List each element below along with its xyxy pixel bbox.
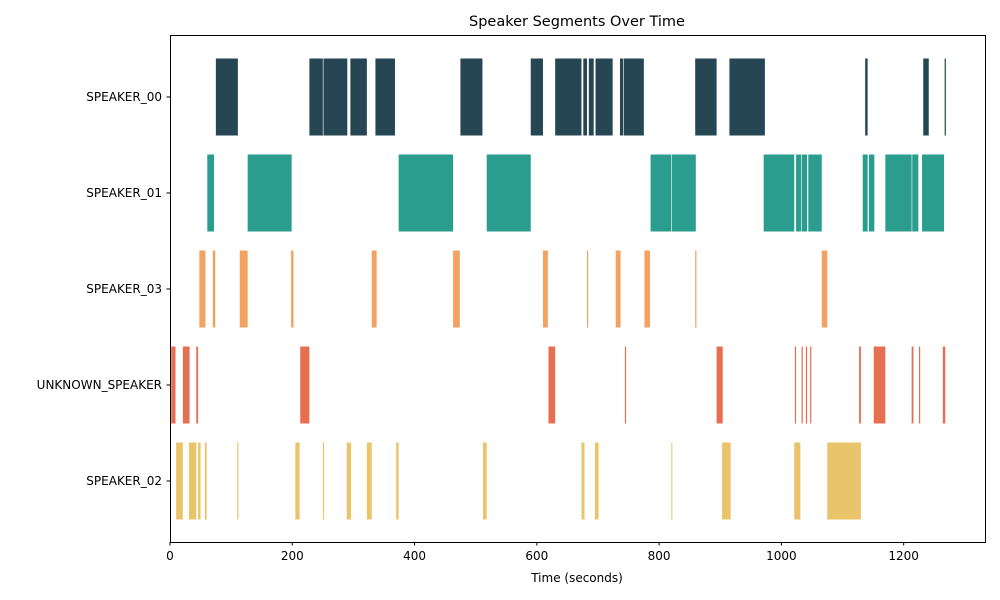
segment-speaker-00-16 [923, 58, 929, 136]
segment-speaker-01-11 [868, 154, 875, 232]
segment-speaker-02-7 [346, 442, 351, 520]
segment-speaker-00-12 [623, 58, 644, 136]
segment-speaker-03-2 [239, 250, 248, 328]
segment-unknown-speaker-1 [182, 346, 190, 424]
segment-unknown-speaker-0 [171, 346, 176, 424]
x-tick-label-200: 200 [281, 549, 304, 563]
y-tick-label-speaker-00: SPEAKER_00 [86, 90, 162, 104]
segment-speaker-03-8 [615, 250, 621, 328]
segments-layer [171, 58, 946, 520]
segment-speaker-03-10 [695, 250, 697, 328]
segment-speaker-01-6 [763, 154, 795, 232]
segment-unknown-speaker-8 [801, 346, 803, 424]
segment-speaker-00-11 [619, 58, 624, 136]
segment-speaker-02-8 [366, 442, 372, 520]
segment-speaker-00-10 [595, 58, 613, 136]
segment-speaker-00-14 [729, 58, 765, 136]
segment-unknown-speaker-5 [624, 346, 627, 424]
x-axis-label: Time (seconds) [530, 571, 623, 585]
segment-speaker-02-16 [827, 442, 861, 520]
segment-speaker-00-0 [215, 58, 238, 136]
segment-speaker-03-6 [542, 250, 548, 328]
segment-speaker-00-8 [583, 58, 587, 136]
segment-speaker-00-5 [460, 58, 483, 136]
plot-frame [170, 35, 986, 543]
x-axis-ticks: 0 200 400 600 800 1000 1200 [166, 542, 919, 563]
x-tick-label-600: 600 [525, 549, 548, 563]
segment-speaker-00-9 [588, 58, 594, 136]
segment-speaker-02-6 [322, 442, 325, 520]
segment-unknown-speaker-3 [300, 346, 310, 424]
y-tick-label-speaker-02: SPEAKER_02 [86, 474, 162, 488]
x-tick-label-400: 400 [403, 549, 426, 563]
segment-speaker-01-4 [650, 154, 672, 232]
segment-speaker-00-1 [309, 58, 323, 136]
segment-unknown-speaker-12 [873, 346, 886, 424]
segment-speaker-00-2 [323, 58, 348, 136]
segment-speaker-01-7 [796, 154, 801, 232]
segment-speaker-03-0 [199, 250, 206, 328]
segment-speaker-02-3 [204, 442, 207, 520]
segment-speaker-03-7 [586, 250, 589, 328]
segment-speaker-02-1 [188, 442, 197, 520]
x-tick-label-800: 800 [648, 549, 671, 563]
segment-speaker-00-13 [695, 58, 717, 136]
segment-speaker-02-11 [581, 442, 585, 520]
y-tick-label-speaker-03: SPEAKER_03 [86, 282, 162, 296]
segment-speaker-02-14 [722, 442, 731, 520]
segment-speaker-02-13 [671, 442, 673, 520]
segment-speaker-03-4 [371, 250, 377, 328]
segment-unknown-speaker-14 [918, 346, 921, 424]
segment-unknown-speaker-4 [548, 346, 556, 424]
segment-speaker-03-1 [212, 250, 216, 328]
x-tick-label-1000: 1000 [766, 549, 797, 563]
segment-speaker-01-10 [862, 154, 868, 232]
segment-speaker-03-3 [291, 250, 294, 328]
segment-unknown-speaker-7 [794, 346, 797, 424]
segment-speaker-01-13 [912, 154, 919, 232]
segment-speaker-03-9 [644, 250, 650, 328]
segment-speaker-00-4 [375, 58, 395, 136]
segment-speaker-02-15 [794, 442, 801, 520]
x-tick-label-1200: 1200 [888, 549, 919, 563]
segment-speaker-01-14 [922, 154, 945, 232]
segment-speaker-02-4 [237, 442, 239, 520]
y-tick-label-unknown-speaker: UNKNOWN_SPEAKER [37, 378, 162, 392]
segment-speaker-01-8 [801, 154, 808, 232]
segment-speaker-02-2 [198, 442, 201, 520]
segment-unknown-speaker-2 [196, 346, 199, 424]
segment-speaker-01-0 [207, 154, 215, 232]
segment-unknown-speaker-15 [942, 346, 946, 424]
segment-speaker-00-15 [865, 58, 868, 136]
segment-speaker-01-3 [486, 154, 531, 232]
segment-unknown-speaker-11 [859, 346, 861, 424]
segment-speaker-02-9 [396, 442, 399, 520]
segment-speaker-01-1 [247, 154, 292, 232]
segment-unknown-speaker-6 [716, 346, 723, 424]
y-tick-label-speaker-01: SPEAKER_01 [86, 186, 162, 200]
segment-speaker-01-12 [885, 154, 912, 232]
y-axis-ticks: SPEAKER_00 SPEAKER_01 SPEAKER_03 UNKNOWN_SP… [37, 90, 170, 488]
segment-unknown-speaker-13 [911, 346, 914, 424]
segment-speaker-00-7 [555, 58, 582, 136]
segment-speaker-01-9 [808, 154, 822, 232]
x-tick-label-0: 0 [166, 549, 174, 563]
chart-title: Speaker Segments Over Time [469, 14, 685, 30]
segment-speaker-03-5 [453, 250, 460, 328]
segment-speaker-00-3 [350, 58, 367, 136]
segment-speaker-00-6 [530, 58, 543, 136]
segment-speaker-02-5 [295, 442, 300, 520]
segment-speaker-02-10 [483, 442, 487, 520]
segment-unknown-speaker-10 [810, 346, 812, 424]
segment-speaker-00-17 [944, 58, 946, 136]
segment-speaker-02-12 [594, 442, 599, 520]
segment-speaker-01-5 [671, 154, 696, 232]
segment-speaker-02-0 [176, 442, 183, 520]
segment-unknown-speaker-9 [805, 346, 808, 424]
segment-speaker-03-11 [821, 250, 828, 328]
segment-speaker-01-2 [398, 154, 454, 232]
